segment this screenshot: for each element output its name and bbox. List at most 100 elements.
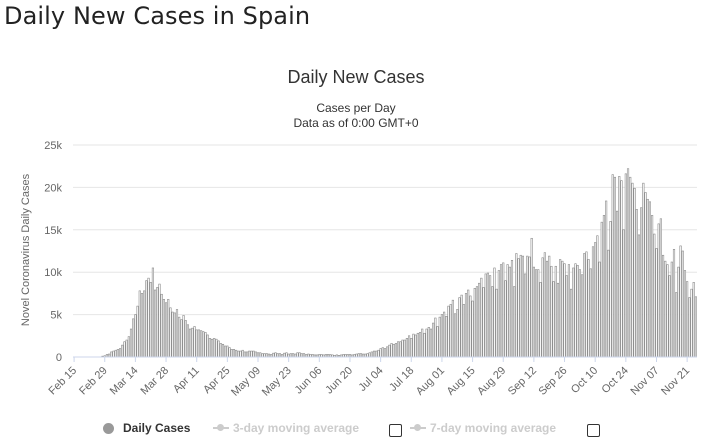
bar[interactable] xyxy=(653,233,656,358)
bar[interactable] xyxy=(493,267,496,358)
bar[interactable] xyxy=(469,295,472,358)
bar[interactable] xyxy=(372,350,376,358)
bar[interactable] xyxy=(129,328,133,358)
bar[interactable] xyxy=(401,339,404,358)
bar[interactable] xyxy=(675,292,678,358)
bar[interactable] xyxy=(138,290,141,358)
bar[interactable] xyxy=(154,289,157,358)
bar[interactable] xyxy=(383,348,387,358)
bar[interactable] xyxy=(132,318,135,358)
bar[interactable] xyxy=(648,201,651,358)
bar[interactable] xyxy=(655,248,658,358)
bar[interactable] xyxy=(359,353,362,358)
bar[interactable] xyxy=(661,254,665,358)
bar[interactable] xyxy=(519,254,522,358)
bar[interactable] xyxy=(657,223,660,358)
bar[interactable] xyxy=(515,253,518,358)
bar[interactable] xyxy=(147,277,150,358)
bar[interactable] xyxy=(167,299,170,358)
bar[interactable] xyxy=(394,343,398,358)
bar[interactable] xyxy=(629,176,632,358)
bar[interactable] xyxy=(237,350,240,358)
legend-item-7-day-ma[interactable]: 7-day moving average xyxy=(410,421,556,435)
bar[interactable] xyxy=(291,353,295,358)
bar[interactable] xyxy=(403,339,406,358)
bar[interactable] xyxy=(392,343,395,358)
bar[interactable] xyxy=(484,273,487,358)
bar[interactable] xyxy=(173,312,176,358)
bar[interactable] xyxy=(429,328,433,358)
bar[interactable] xyxy=(539,282,542,358)
checkbox-3-day-ma[interactable] xyxy=(389,424,402,437)
bar[interactable] xyxy=(239,350,242,358)
bar[interactable] xyxy=(110,351,113,358)
bar[interactable] xyxy=(478,282,481,358)
legend-item-daily-cases[interactable]: Daily Cases xyxy=(103,421,190,435)
bar[interactable] xyxy=(640,207,643,358)
bar[interactable] xyxy=(210,338,214,358)
bar[interactable] xyxy=(180,319,183,358)
bar[interactable] xyxy=(274,352,277,358)
bar[interactable] xyxy=(228,347,231,358)
bar[interactable] xyxy=(690,288,693,358)
bar[interactable] xyxy=(143,290,146,358)
bar[interactable] xyxy=(386,346,389,358)
bar[interactable] xyxy=(616,210,619,358)
bar[interactable] xyxy=(206,334,209,358)
bar[interactable] xyxy=(213,338,216,358)
bar[interactable] xyxy=(156,287,159,358)
bar[interactable] xyxy=(666,264,669,358)
bar[interactable] xyxy=(480,277,483,358)
bar[interactable] xyxy=(434,317,437,358)
bar[interactable] xyxy=(692,282,695,358)
bar[interactable] xyxy=(613,176,616,358)
bar[interactable] xyxy=(381,347,384,358)
bar[interactable] xyxy=(427,327,430,358)
bar[interactable] xyxy=(217,340,220,358)
bar[interactable] xyxy=(200,330,203,358)
bar[interactable] xyxy=(186,324,190,358)
bar[interactable] xyxy=(585,251,588,358)
bar[interactable] xyxy=(254,351,257,358)
bar[interactable] xyxy=(554,265,557,358)
bar[interactable] xyxy=(458,297,461,358)
bar[interactable] xyxy=(451,299,454,358)
bar[interactable] xyxy=(609,221,612,358)
bar[interactable] xyxy=(620,180,623,358)
bar[interactable] xyxy=(443,311,446,358)
bar[interactable] xyxy=(379,348,382,358)
bar[interactable] xyxy=(416,332,419,358)
bar[interactable] xyxy=(506,264,509,358)
bar[interactable] xyxy=(162,299,165,358)
bar[interactable] xyxy=(121,344,124,358)
bar[interactable] xyxy=(528,256,531,358)
bar[interactable] xyxy=(635,209,638,358)
bar[interactable] xyxy=(524,273,527,358)
bar[interactable] xyxy=(243,351,246,358)
bar[interactable] xyxy=(598,261,601,358)
bar[interactable] xyxy=(622,229,625,358)
bar[interactable] xyxy=(127,336,130,358)
bar[interactable] xyxy=(390,343,393,358)
bar[interactable] xyxy=(136,305,139,358)
bar[interactable] xyxy=(414,334,417,358)
bar[interactable] xyxy=(464,293,468,358)
bar[interactable] xyxy=(679,245,682,358)
bar[interactable] xyxy=(425,328,428,358)
bar[interactable] xyxy=(631,182,634,358)
bar[interactable] xyxy=(541,257,544,358)
bar[interactable] xyxy=(423,332,426,358)
bar[interactable] xyxy=(559,259,562,358)
bar[interactable] xyxy=(491,286,494,358)
bar[interactable] xyxy=(440,314,443,358)
bar[interactable] xyxy=(178,316,181,358)
bar[interactable] xyxy=(412,333,415,358)
bar[interactable] xyxy=(596,235,599,358)
bar[interactable] xyxy=(456,309,459,358)
bar[interactable] xyxy=(112,350,115,358)
bar[interactable] xyxy=(445,315,448,358)
bar[interactable] xyxy=(232,349,235,358)
bar[interactable] xyxy=(607,249,610,358)
bar[interactable] xyxy=(670,261,673,358)
bar[interactable] xyxy=(688,297,691,358)
